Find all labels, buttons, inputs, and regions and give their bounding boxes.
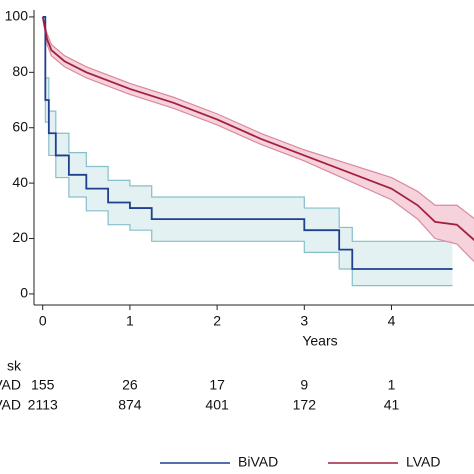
ci-band: [42, 16, 453, 286]
at-risk-count: 41: [384, 397, 400, 413]
y-tick-label: 0: [20, 285, 28, 301]
at-risk-title: sk: [7, 358, 22, 374]
survival-line: [41, 16, 474, 242]
x-tick-label: 0: [39, 313, 47, 329]
ci-lower: [42, 16, 453, 287]
at-risk-count: 874: [118, 397, 142, 413]
at-risk-count: 172: [293, 397, 317, 413]
x-tick-label: 2: [213, 313, 221, 329]
y-tick-label: 80: [12, 63, 28, 79]
at-risk-count: 155: [31, 377, 55, 393]
y-tick-label: 60: [12, 118, 28, 134]
at-risk-count: 1: [388, 377, 396, 393]
survival-line: [42, 16, 453, 270]
at-risk-count: 2113: [28, 397, 58, 413]
at-risk-count: 401: [205, 397, 229, 413]
y-tick-label: 100: [5, 8, 29, 24]
legend-label: LVAD: [406, 454, 441, 470]
x-axis-label: Years: [302, 333, 337, 349]
y-tick-label: 40: [12, 174, 28, 190]
ci-lower: [42, 16, 474, 263]
legend-label: BiVAD: [238, 454, 278, 470]
x-tick-label: 3: [300, 313, 308, 329]
ci-band: [42, 16, 474, 262]
ci-upper: [42, 16, 453, 242]
x-tick-label: 4: [388, 313, 396, 329]
at-risk-count: 17: [209, 377, 225, 393]
y-tick-label: 20: [12, 229, 28, 245]
at-risk-row-label: LVAD: [0, 397, 21, 413]
ci-upper: [42, 16, 474, 220]
at-risk-row-label: BiVAD: [0, 377, 21, 393]
at-risk-count: 9: [300, 377, 308, 393]
at-risk-count: 26: [122, 377, 138, 393]
x-tick-label: 1: [126, 313, 134, 329]
